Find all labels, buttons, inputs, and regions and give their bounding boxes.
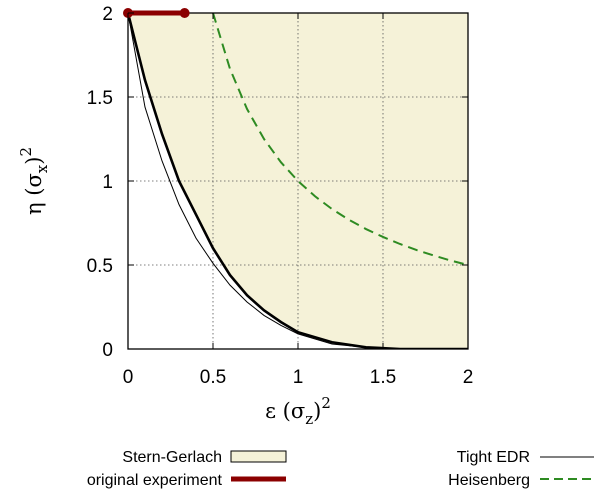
y-tick-label: 2 (102, 4, 113, 25)
y-tick-label: 0 (102, 340, 113, 361)
tick-layer: 0 0.5 1 1.5 2 0 0.5 1 1.5 2 (87, 4, 474, 388)
x-tick-label: 1 (293, 367, 304, 388)
y-tick-label: 1 (102, 172, 113, 193)
x-tick-label: 0.5 (200, 367, 226, 388)
x-axis-label: ε (σz)2 (265, 394, 331, 428)
heisenberg-curve (212, 13, 468, 266)
y-axis-label: η (σx)2 (17, 147, 51, 215)
legend-label-original-experiment: original experiment (87, 472, 223, 489)
legend-label-stern-gerlach: Stern-Gerlach (122, 449, 222, 466)
x-tick-label: 0 (123, 367, 134, 388)
legend-item-heisenberg: Heisenberg (448, 472, 594, 489)
original-experiment-endpoint (179, 8, 190, 18)
x-axis-label-subscript: z (305, 410, 313, 428)
legend-item-stern-gerlach: Stern-Gerlach (122, 449, 287, 466)
y-tick-label: 1.5 (87, 88, 113, 109)
x-tick-label: 1.5 (370, 367, 396, 388)
x-axis-label-superscript: 2 (321, 394, 331, 412)
y-axis-label-subscript: x (33, 164, 51, 173)
legend-swatch-stern-gerlach (230, 450, 287, 463)
legend-label-heisenberg: Heisenberg (448, 472, 530, 489)
y-axis-label-superscript: 2 (17, 147, 35, 157)
legend-item-tight-edr: Tight EDR (457, 449, 594, 466)
x-tick-label: 2 (463, 367, 474, 388)
legend-label-tight-edr: Tight EDR (457, 449, 530, 466)
legend-item-original-experiment: original experiment (87, 472, 286, 489)
y-tick-label: 0.5 (87, 256, 113, 277)
legend: Stern-Gerlach original experiment Tight … (87, 449, 594, 489)
series-layer (128, 13, 468, 349)
stern-gerlach-boundary-curve (128, 13, 468, 349)
grid (128, 13, 468, 349)
